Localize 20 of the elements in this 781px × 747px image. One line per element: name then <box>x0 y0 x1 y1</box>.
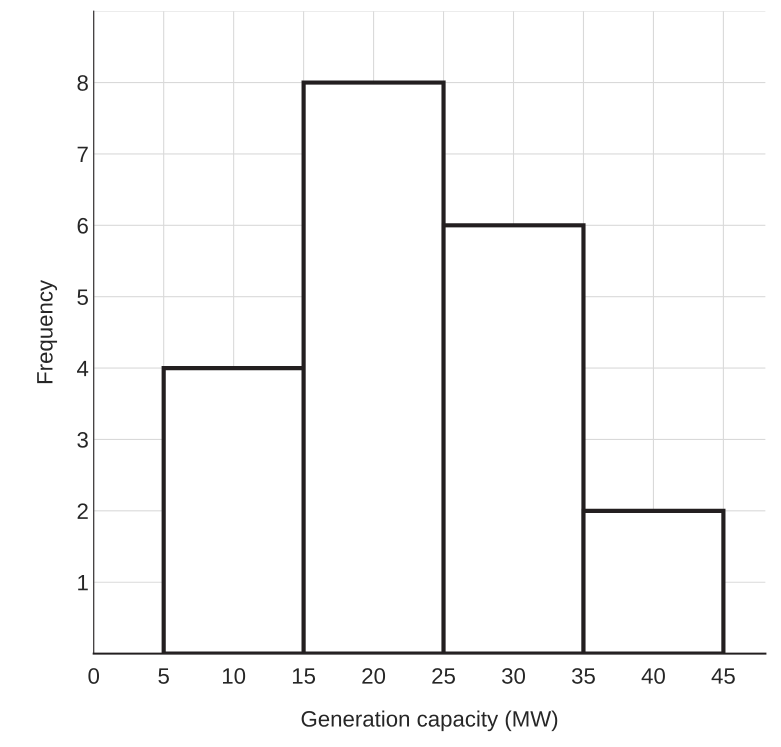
x-axis-title: Generation capacity (MW) <box>302 710 558 732</box>
y-tick-label: 8 <box>77 75 88 91</box>
y-axis-title: Frequency <box>37 280 58 384</box>
x-tick-label: 35 <box>572 668 595 684</box>
x-tick-label: 45 <box>712 668 735 684</box>
y-tick-label: 6 <box>78 218 88 234</box>
y-tick-label: 1 <box>78 575 88 590</box>
x-tick-label: 15 <box>292 668 316 684</box>
x-tick-label: 0 <box>88 668 100 684</box>
y-tick-label: 2 <box>78 503 88 519</box>
y-tick-label: 5 <box>77 289 88 305</box>
x-tick-label: 25 <box>432 668 455 684</box>
y-tick-label: 3 <box>77 432 88 448</box>
y-tick-label: 4 <box>77 360 88 376</box>
x-tick-label: 40 <box>642 668 665 684</box>
x-tick-label: 20 <box>362 668 386 684</box>
y-tick-label: 7 <box>78 146 88 162</box>
x-tick-label: 5 <box>158 668 169 684</box>
x-tick-label: 10 <box>222 668 246 684</box>
x-tick-label: 30 <box>502 668 525 684</box>
